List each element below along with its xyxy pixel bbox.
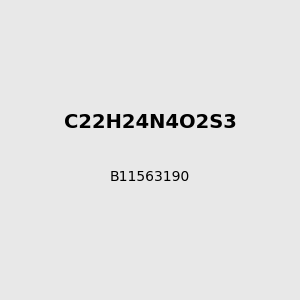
Text: C22H24N4O2S3: C22H24N4O2S3 <box>64 113 236 133</box>
Text: B11563190: B11563190 <box>110 170 190 184</box>
